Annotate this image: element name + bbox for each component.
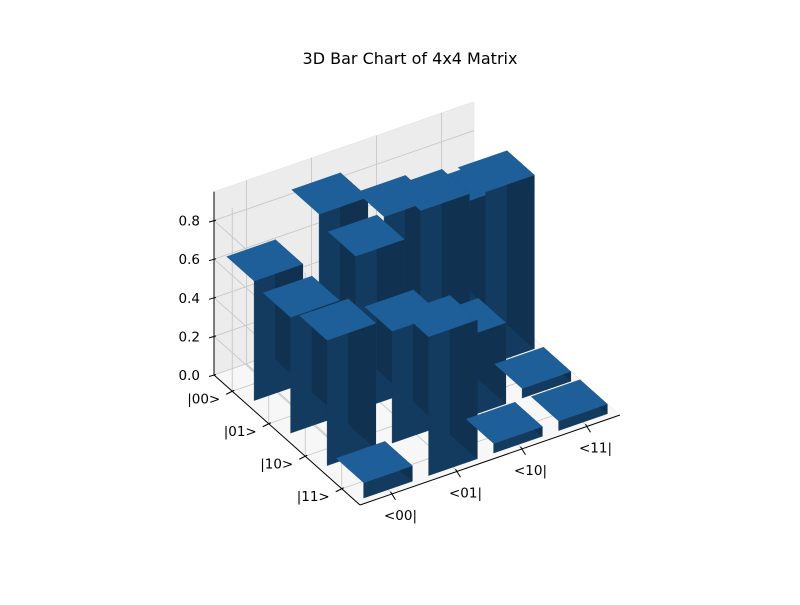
bar-top-face xyxy=(327,214,405,257)
z-tick-label: 0.4 xyxy=(179,291,200,307)
z-tick-label: 0.6 xyxy=(179,252,200,268)
bar-top-face xyxy=(494,346,572,389)
col-tick-label: <01| xyxy=(449,485,482,501)
bar-top-face xyxy=(392,169,470,211)
col-tick-label: <11| xyxy=(579,440,612,456)
z-tick xyxy=(208,258,217,262)
row-tick xyxy=(262,422,271,428)
bar-|11>-<11| xyxy=(530,379,608,431)
z-tick-label: 0.0 xyxy=(179,368,200,384)
bar-top-face xyxy=(299,298,377,341)
z-tick xyxy=(208,335,217,339)
row-tick-label: |01> xyxy=(224,424,257,440)
col-tick-label: <10| xyxy=(514,463,547,479)
row-tick xyxy=(335,487,344,493)
row-tick-label: |00> xyxy=(187,391,220,407)
col-tick-label: <00| xyxy=(384,508,417,524)
grid-line-z xyxy=(213,130,475,222)
row-tick xyxy=(226,389,235,395)
col-tick xyxy=(585,423,591,433)
bar-top-face xyxy=(457,150,535,193)
tick-labels: 0.0 0.2 0.4 0.6 0.8 |00> |01>|10> |11> <00| <01| <… xyxy=(179,214,613,524)
z-tick-label: 0.8 xyxy=(179,214,200,230)
row-tick xyxy=(299,454,308,460)
bar-|10>-<00| xyxy=(299,298,377,466)
bar-top-face xyxy=(226,239,304,282)
row-tick-label: |11> xyxy=(297,489,330,505)
col-tick xyxy=(390,491,396,501)
z-tick xyxy=(208,296,217,300)
bar-top-face xyxy=(291,172,369,215)
z-tick xyxy=(208,219,217,223)
col-tick xyxy=(455,468,461,478)
tick-marks xyxy=(208,219,591,501)
bar-|10>-<11| xyxy=(494,346,572,399)
row-tick-label: |10> xyxy=(260,456,293,472)
bars-group xyxy=(226,150,608,499)
col-axis-line xyxy=(359,414,621,506)
bar-top-face xyxy=(400,295,478,337)
row-axis-line xyxy=(213,374,361,506)
axis-lines xyxy=(213,191,621,506)
bar-top-face xyxy=(262,275,340,318)
chart-title: 3D Bar Chart of 4x4 Matrix xyxy=(303,49,518,68)
z-tick-label: 0.2 xyxy=(179,329,200,345)
bar-|11>-<00| xyxy=(335,440,413,499)
bar-|11>-<10| xyxy=(465,401,543,454)
col-tick xyxy=(520,446,526,456)
bar-top-face xyxy=(530,379,608,422)
z-tick xyxy=(208,374,217,377)
bar-top-face xyxy=(465,401,543,444)
bar-top-face xyxy=(335,441,413,483)
